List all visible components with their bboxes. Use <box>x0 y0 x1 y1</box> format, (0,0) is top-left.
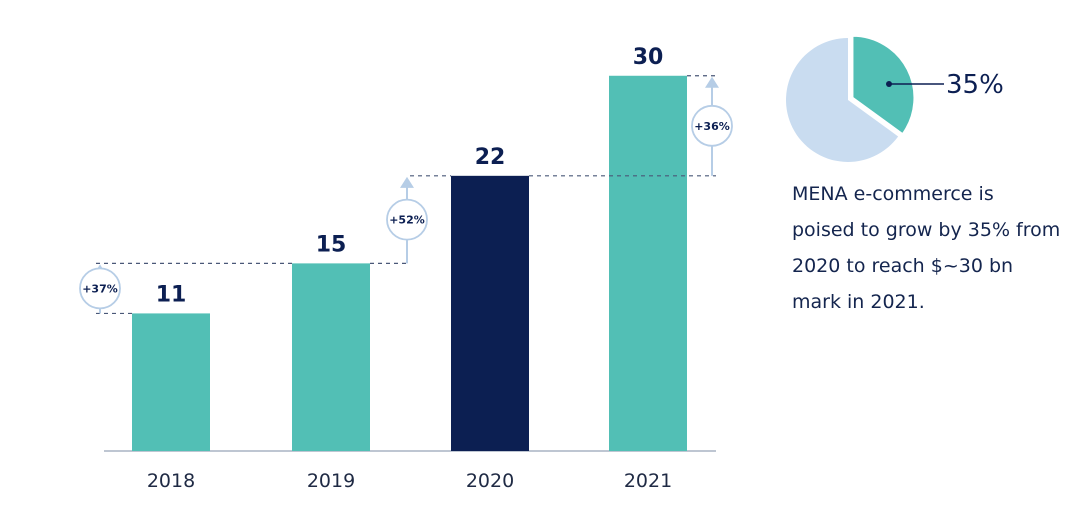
growth-badge-2 <box>691 104 733 147</box>
growth-arrowhead-1 <box>400 176 414 188</box>
bar-2021 <box>609 75 687 451</box>
tick-label-2019: 2019 <box>307 470 355 492</box>
bar-2018 <box>132 313 210 451</box>
bar-2019 <box>292 263 370 451</box>
bars-layer: 11 2018 15 2019 22 2020 30 2021 +37% +52% +36% <box>79 45 733 492</box>
data-label-2020: 22 <box>475 145 506 170</box>
growth-label-2: +36% <box>694 120 730 133</box>
tick-label-2020: 2020 <box>466 470 514 492</box>
pie-layer: 35% <box>785 34 1004 162</box>
growth-arrowhead-2 <box>705 76 719 88</box>
chart-caption: MENA e-commerce is poised to grow by 35%… <box>792 183 1061 313</box>
data-label-2021: 30 <box>633 45 664 70</box>
tick-label-2021: 2021 <box>624 470 672 492</box>
data-label-2019: 15 <box>316 232 347 257</box>
tick-label-2018: 2018 <box>147 470 195 492</box>
growth-badge-0 <box>79 267 121 310</box>
growth-label-1: +52% <box>389 214 425 227</box>
pie-slice-label: 35% <box>946 70 1004 100</box>
bar-2020 <box>451 175 529 452</box>
growth-label-0: +37% <box>82 282 118 295</box>
pie-slice-highlight <box>851 34 916 136</box>
growth-badge-1 <box>386 198 428 241</box>
data-label-2018: 11 <box>156 282 187 307</box>
pie-slice-rest <box>785 38 899 162</box>
